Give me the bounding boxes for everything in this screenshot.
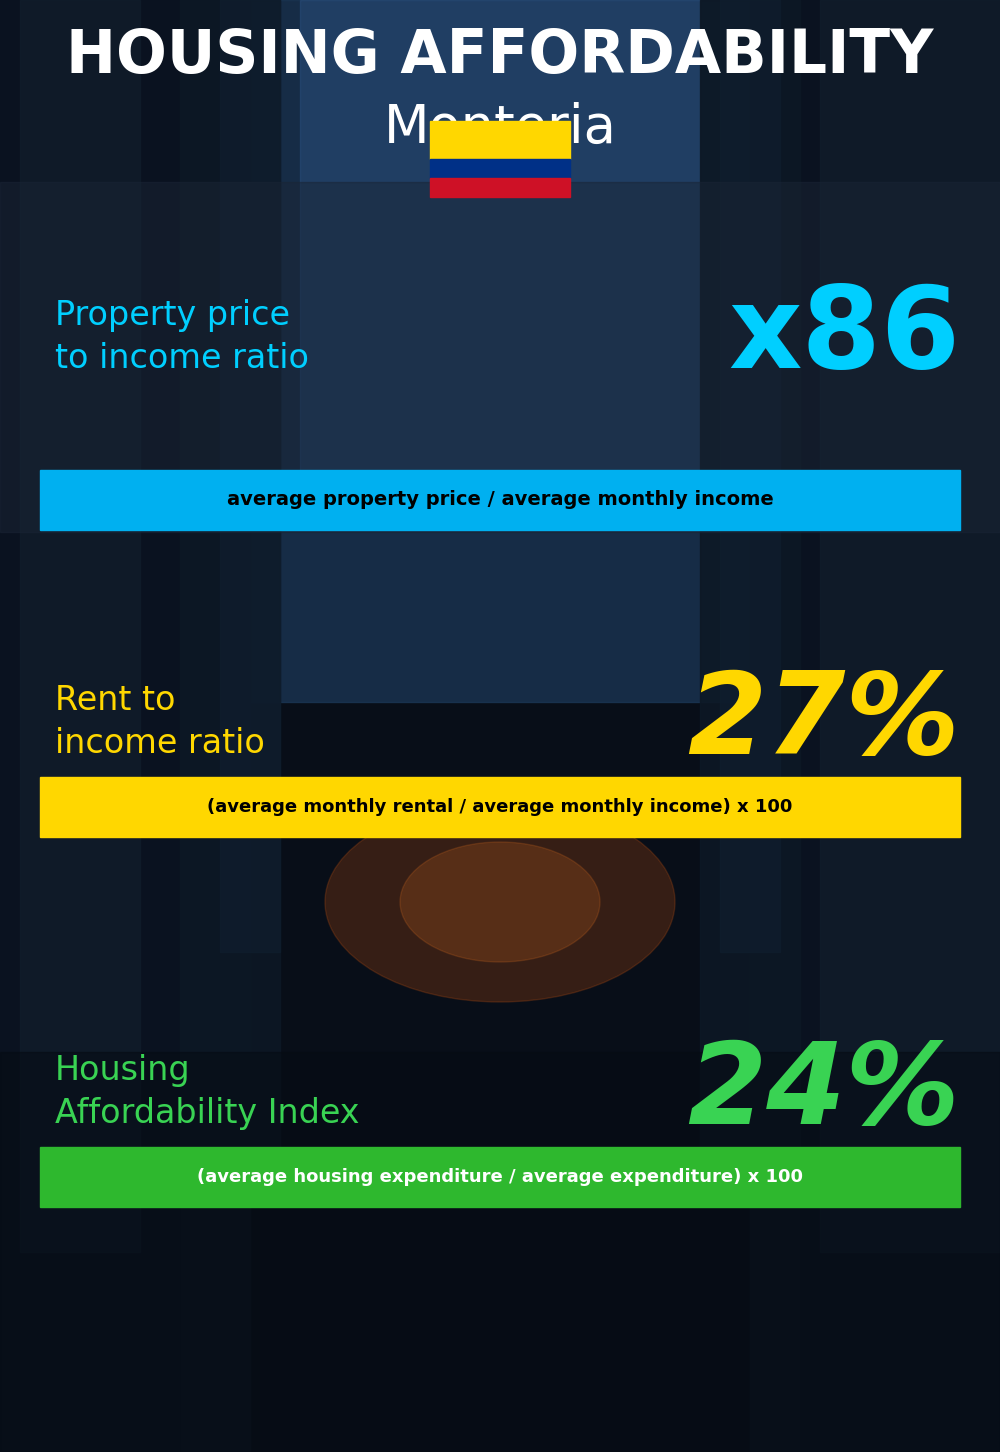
Bar (700, 0, 800, 1151)
Bar (0, 1053, 1000, 1452)
Bar (750, 0, 1000, 1452)
Bar (40, 1147, 960, 1207)
Text: (average housing expenditure / average expenditure) x 100: (average housing expenditure / average e… (197, 1167, 803, 1186)
Text: Monteria: Monteria (384, 102, 616, 154)
Bar (0, 0, 180, 1452)
Text: (average monthly rental / average monthly income) x 100: (average monthly rental / average monthl… (207, 799, 793, 816)
Text: Property price
to income ratio: Property price to income ratio (55, 299, 309, 375)
Bar (430, 179, 570, 197)
Bar (20, 0, 140, 1252)
Text: average property price / average monthly income: average property price / average monthly… (227, 491, 773, 510)
Bar (220, 0, 280, 953)
Bar (250, 0, 750, 701)
Ellipse shape (325, 802, 675, 1002)
Bar (40, 470, 960, 530)
Bar (720, 0, 780, 953)
Text: HOUSING AFFORDABILITY: HOUSING AFFORDABILITY (66, 28, 934, 86)
Text: 27%: 27% (687, 666, 960, 777)
Text: x86: x86 (728, 282, 960, 392)
Bar (430, 121, 570, 160)
Text: 24%: 24% (687, 1037, 960, 1147)
Bar (820, 0, 1000, 1252)
Ellipse shape (400, 842, 600, 963)
Text: Housing
Affordability Index: Housing Affordability Index (55, 1054, 360, 1130)
Bar (0, 182, 1000, 531)
Bar (800, 0, 1000, 1452)
Bar (40, 777, 960, 836)
Bar (180, 0, 280, 1151)
Bar (300, 0, 700, 502)
Text: Rent to
income ratio: Rent to income ratio (55, 684, 265, 759)
Bar (430, 160, 570, 179)
Bar (0, 0, 250, 1452)
